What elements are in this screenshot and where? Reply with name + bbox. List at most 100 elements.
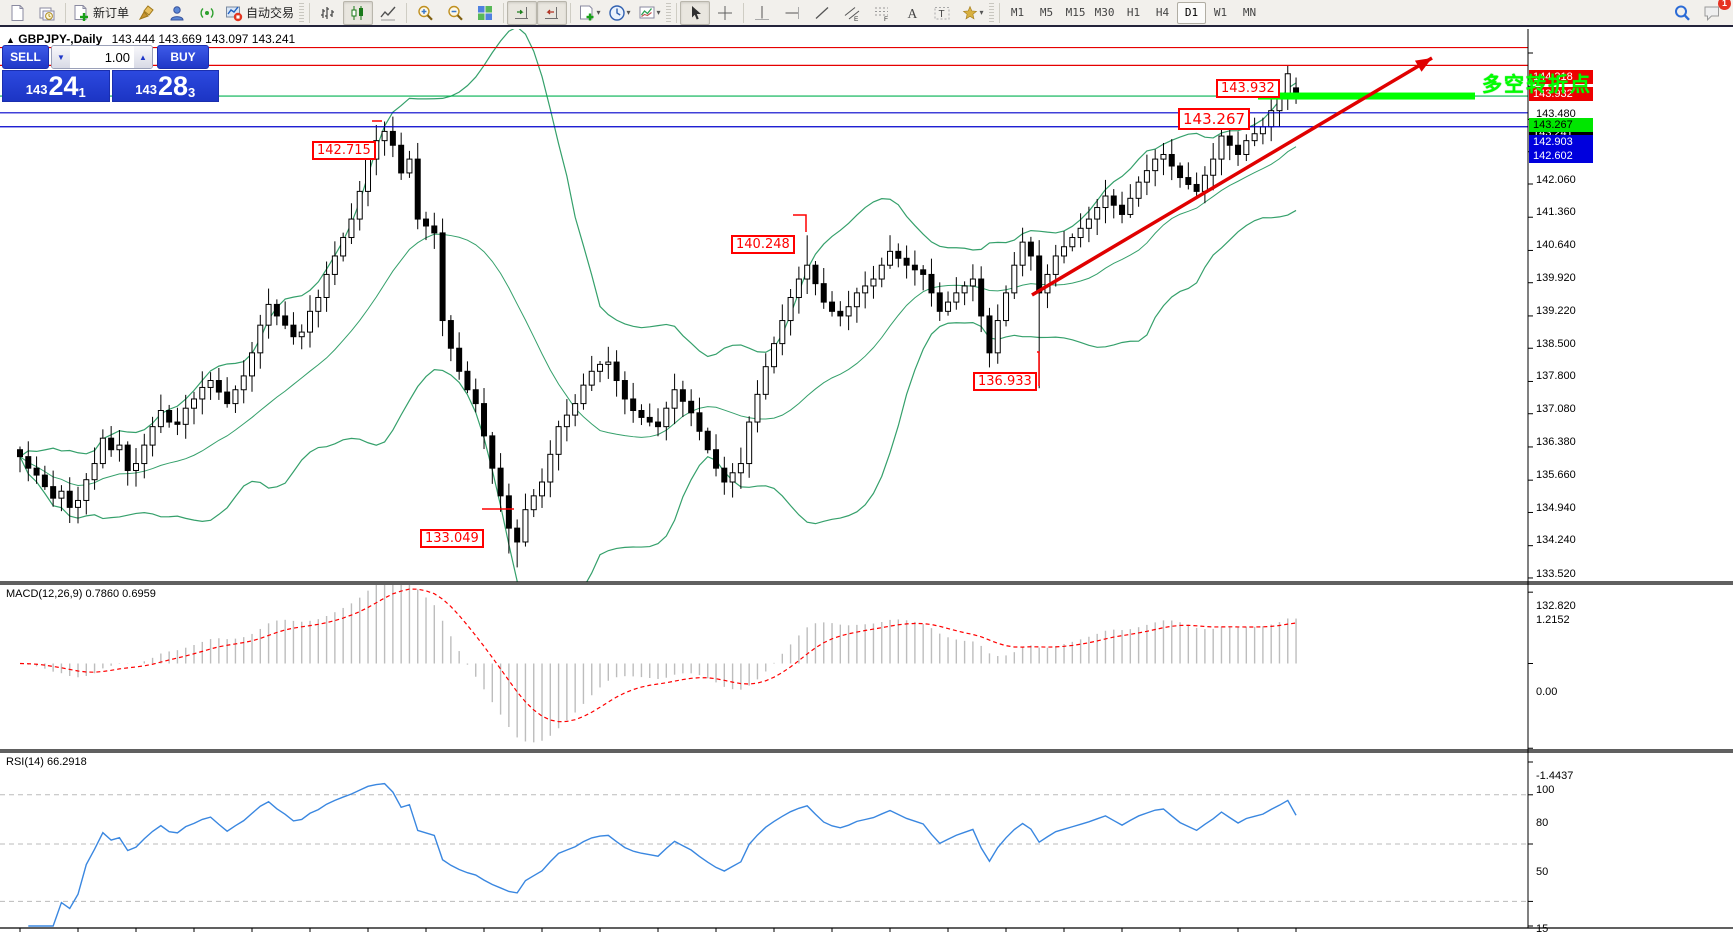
cursor-button[interactable] [680, 0, 711, 25]
rsi-axis-tick: 100 [1536, 784, 1555, 796]
auto-trading-button[interactable]: 自动交易 [222, 1, 297, 25]
price-axis-tick: 141.360 [1536, 206, 1576, 218]
timeframe-h4[interactable]: H4 [1155, 6, 1170, 19]
chart-shift-button[interactable] [507, 0, 538, 25]
price-axis-tick: 136.380 [1536, 435, 1576, 448]
ohlc-values: 143.444 143.669 143.097 143.241 [111, 32, 296, 46]
person-icon [168, 4, 186, 22]
volume-decrease-button[interactable]: ▼ [52, 46, 70, 68]
dropdown-arrow-icon: ▾ [596, 8, 601, 17]
price-annotation-label[interactable]: 142.715 [312, 141, 376, 160]
fibonacci-button[interactable]: F [867, 1, 897, 25]
price-axis-tick: 134.240 [1536, 534, 1576, 547]
horizontal-line-button[interactable] [777, 1, 807, 25]
price-annotation-label[interactable]: 143.932 [1216, 79, 1280, 98]
price-annotation-label[interactable]: 133.049 [420, 529, 484, 548]
accounts-button[interactable] [162, 1, 192, 25]
notification-badge: 1 [1718, 0, 1731, 10]
svg-text:A: A [908, 6, 918, 21]
timeframe-h1[interactable]: H1 [1126, 6, 1141, 19]
auto-scroll-button[interactable] [537, 0, 568, 25]
macd-axis-tick: -1.4437 [1536, 770, 1574, 783]
templates-button[interactable]: ▾ [634, 1, 664, 25]
timeframe-m5[interactable]: M5 [1039, 6, 1054, 19]
collapse-icon[interactable]: ▲ [6, 35, 15, 45]
bid-price-main: 143 [25, 82, 48, 97]
text-button[interactable]: A [897, 1, 927, 25]
price-axis-tick: 134.940 [1536, 502, 1576, 515]
rsi-axis-tick: 50 [1536, 866, 1549, 878]
bar-chart-button[interactable] [313, 1, 343, 25]
vertical-line-button[interactable] [747, 1, 777, 25]
symbol-period-label: GBPJPY-,Daily [18, 32, 103, 46]
volume-field[interactable]: 1.00 [70, 46, 134, 68]
zoom-in-button[interactable] [410, 1, 440, 25]
price-axis-tick: 139.920 [1536, 272, 1576, 285]
clock-icon [608, 4, 626, 22]
turning-point-annotation[interactable]: 多空转折点 [1482, 74, 1592, 96]
timeframe-mn[interactable]: MN [1242, 6, 1257, 19]
svg-text:T: T [939, 9, 945, 20]
price-annotation-label[interactable]: 140.248 [731, 235, 795, 254]
price-badge: 142.903 [1529, 134, 1593, 149]
timeframe-m15[interactable]: M15 [1065, 6, 1086, 19]
price-axis-tick: 142.760 [1536, 141, 1576, 154]
timeframe-m30[interactable]: M30 [1094, 6, 1115, 19]
signal-icon [198, 4, 216, 22]
period-button[interactable]: ▾ [604, 1, 634, 25]
one-click-trading-panel: SELL ▼ 1.00 ▲ BUY 143 24 1 143 28 3 [2, 45, 219, 102]
price-axis-tick: 137.800 [1536, 370, 1576, 383]
volume-increase-button[interactable]: ▲ [134, 46, 152, 68]
candlestick-icon [349, 4, 367, 22]
arrows-button[interactable]: ▾ [957, 1, 987, 25]
text-label-button[interactable]: T [927, 1, 957, 25]
chat-icon [1703, 4, 1721, 22]
price-badge: 143.267 [1529, 118, 1593, 133]
dropdown-arrow-icon: ▾ [626, 8, 631, 17]
new-order-button[interactable]: 新订单 [69, 1, 132, 25]
signals-button[interactable] [192, 1, 222, 25]
price-annotation-label[interactable]: 143.267 [1178, 108, 1251, 130]
zoom-out-button[interactable] [440, 1, 470, 25]
candlestick-button[interactable] [343, 0, 374, 25]
bid-price-big: 24 [48, 71, 79, 101]
chart-area[interactable]: ▲ GBPJPY-,Daily 143.444 143.669 143.097 … [0, 29, 1733, 947]
auto-trading-label: 自动交易 [246, 6, 295, 20]
price-annotation-label[interactable]: 136.933 [973, 372, 1037, 391]
line-chart-icon [379, 4, 397, 22]
buy-button[interactable]: BUY [157, 45, 209, 69]
market-watch-button[interactable] [132, 1, 162, 25]
timeframe-d1[interactable]: D1 [1177, 1, 1207, 24]
timeframe-m1[interactable]: M1 [1010, 6, 1025, 19]
add-indicator-button[interactable]: ▾ [574, 1, 604, 25]
ask-price-display[interactable]: 143 28 3 [111, 70, 219, 102]
search-button[interactable] [1667, 1, 1697, 25]
bid-price-display[interactable]: 143 24 1 [2, 70, 110, 102]
crosshair-button[interactable] [710, 1, 740, 25]
notifications-button[interactable]: 1 [1697, 0, 1731, 25]
line-chart-button[interactable] [373, 1, 403, 25]
timeframe-w1[interactable]: W1 [1213, 6, 1228, 19]
zoom-out-icon [446, 4, 464, 22]
price-axis-tick: 142.060 [1536, 173, 1576, 186]
price-axis-tick: 143.480 [1536, 108, 1576, 121]
tile-windows-icon [476, 4, 494, 22]
new-order-label: 新订单 [93, 6, 130, 20]
price-axis-tick: 138.500 [1536, 337, 1576, 350]
channel-button[interactable]: E [837, 1, 867, 25]
rsi-axis-tick: 15 [1536, 923, 1549, 936]
sell-button[interactable]: SELL [2, 45, 49, 69]
toolbar: 新订单 自动交易 ▾ ▾ ▾ E F A T ▾ M1 M5 M15 M30 H1 H4 D… [0, 0, 1733, 27]
price-axis-tick: 140.640 [1536, 239, 1576, 252]
trendline-button[interactable] [807, 1, 837, 25]
bid-price-sup: 1 [78, 85, 86, 100]
chart-overlays: 144.200 143.480 142.760 142.060 141.360 140.6… [0, 58, 1733, 947]
vertical-line-icon [753, 4, 771, 22]
profiles-button[interactable] [32, 1, 62, 25]
macd-axis-tick: 1.2152 [1536, 614, 1570, 627]
cursor-icon [686, 4, 704, 22]
trendline-icon [813, 4, 831, 22]
macd-indicator-label: MACD(12,26,9) 0.7860 0.6959 [6, 588, 156, 600]
tile-windows-button[interactable] [470, 1, 500, 25]
new-chart-button[interactable] [2, 1, 32, 25]
